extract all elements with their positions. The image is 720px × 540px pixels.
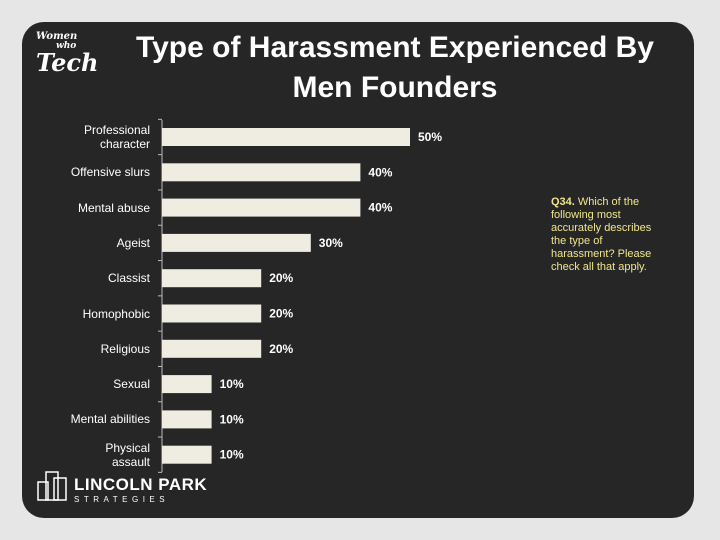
value-label: 20% [269, 342, 293, 356]
logo-text: who [56, 41, 77, 51]
bar [162, 233, 311, 252]
bar [162, 269, 262, 288]
logo-text: STRATEGIES [74, 495, 170, 504]
logo-text: Tech [36, 48, 99, 77]
value-label: 40% [368, 201, 392, 215]
value-label: 10% [220, 412, 244, 426]
value-label: 30% [319, 236, 343, 250]
bar [162, 163, 361, 182]
value-label: 10% [220, 377, 244, 391]
y-tick-label: Mental abuse [77, 200, 150, 215]
y-tick-label: Physical assault [105, 440, 150, 469]
logo: Women who Tech [36, 32, 98, 75]
y-tick-label: Religious [100, 341, 150, 356]
y-tick-label: Mental abilities [70, 412, 150, 427]
y-tick-label: Offensive slurs [70, 165, 150, 180]
note-label: Q34. [551, 196, 575, 208]
y-tick-label: Homophobic [82, 306, 150, 321]
bar [162, 445, 212, 464]
value-label: 50% [418, 130, 442, 144]
annotation: Q34. Which of the following most accurat… [551, 196, 661, 274]
value-label: 20% [269, 307, 293, 321]
bar [162, 128, 410, 146]
logo-text: Women [36, 31, 78, 42]
y-tick-label: Professional character [83, 123, 150, 151]
slide [22, 22, 694, 518]
bar [162, 339, 262, 358]
bar [162, 198, 361, 217]
bar [162, 410, 212, 429]
y-tick-label: Classist [107, 271, 150, 286]
value-label: 40% [368, 165, 392, 179]
bar [162, 375, 212, 394]
logo-icon [37, 471, 67, 501]
chart-title: Type of Harassment Experienced By Men Fo… [136, 31, 654, 104]
value-label: 20% [269, 271, 293, 285]
y-tick-label: Sexual [113, 377, 150, 392]
logo-text: LINCOLN PARK [74, 475, 208, 494]
logo: LINCOLN PARK STRATEGIES [74, 475, 207, 504]
y-tick-label: Ageist [116, 235, 150, 250]
value-label: 10% [220, 448, 244, 462]
bar [162, 304, 262, 323]
note-text: Which of the following most accurately d… [551, 196, 652, 273]
